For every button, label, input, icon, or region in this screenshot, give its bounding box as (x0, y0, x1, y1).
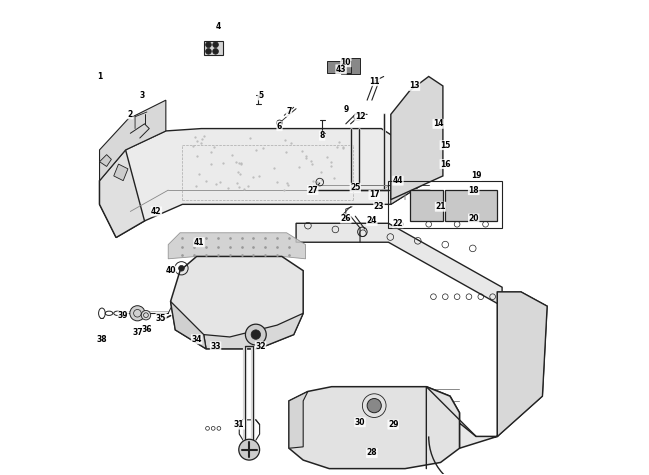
Polygon shape (204, 41, 223, 55)
Circle shape (245, 324, 266, 345)
Text: 42: 42 (151, 207, 162, 216)
Polygon shape (445, 190, 497, 221)
Text: 15: 15 (440, 141, 450, 150)
Text: 18: 18 (469, 186, 479, 195)
Polygon shape (171, 256, 303, 349)
Polygon shape (99, 129, 429, 238)
Text: 8: 8 (319, 131, 324, 140)
Text: 9: 9 (343, 105, 349, 114)
Polygon shape (99, 100, 166, 180)
Polygon shape (289, 387, 459, 469)
Polygon shape (391, 159, 429, 204)
Circle shape (141, 311, 151, 320)
Text: 22: 22 (393, 219, 403, 228)
Text: 44: 44 (393, 176, 403, 185)
Text: 17: 17 (369, 190, 380, 200)
Text: 10: 10 (341, 58, 351, 67)
Text: 1: 1 (97, 72, 102, 81)
Circle shape (213, 42, 219, 48)
Text: 40: 40 (165, 266, 176, 275)
Text: 13: 13 (410, 81, 420, 90)
FancyBboxPatch shape (327, 61, 352, 73)
Text: 41: 41 (194, 238, 204, 247)
Circle shape (206, 48, 212, 54)
Text: 32: 32 (255, 342, 266, 351)
Text: 5: 5 (258, 91, 263, 100)
Text: 21: 21 (435, 202, 446, 211)
Polygon shape (114, 164, 128, 180)
Circle shape (130, 306, 145, 321)
Polygon shape (171, 302, 206, 349)
Text: 3: 3 (140, 91, 145, 100)
Polygon shape (99, 150, 145, 238)
Circle shape (239, 439, 260, 460)
Polygon shape (296, 223, 502, 306)
Circle shape (251, 330, 260, 339)
Text: 24: 24 (367, 217, 377, 226)
Polygon shape (391, 76, 443, 200)
Text: 11: 11 (369, 76, 380, 86)
Text: 38: 38 (97, 335, 107, 344)
Text: 12: 12 (355, 112, 365, 121)
Circle shape (367, 399, 382, 413)
Text: 36: 36 (141, 325, 152, 334)
Text: 19: 19 (471, 171, 482, 180)
Text: 25: 25 (350, 183, 360, 192)
Circle shape (213, 48, 219, 54)
Text: 20: 20 (469, 214, 479, 223)
Text: 34: 34 (191, 335, 202, 344)
Text: 14: 14 (433, 119, 443, 128)
Text: 6: 6 (277, 122, 282, 131)
Text: 16: 16 (440, 160, 450, 169)
Text: 2: 2 (128, 110, 133, 119)
Polygon shape (410, 190, 443, 221)
Text: 35: 35 (156, 314, 166, 323)
Polygon shape (168, 233, 306, 259)
Polygon shape (341, 57, 360, 74)
Polygon shape (204, 314, 303, 349)
Text: 37: 37 (132, 328, 143, 337)
Text: 43: 43 (336, 65, 347, 74)
Polygon shape (426, 292, 547, 448)
Text: 30: 30 (355, 418, 365, 427)
Circle shape (178, 266, 184, 271)
Text: 28: 28 (367, 448, 377, 457)
Text: 27: 27 (308, 186, 318, 195)
Text: 29: 29 (388, 420, 398, 429)
Text: 31: 31 (234, 420, 245, 429)
Text: 26: 26 (341, 214, 351, 223)
Polygon shape (99, 155, 112, 166)
Text: 4: 4 (215, 22, 221, 31)
Text: 39: 39 (118, 311, 129, 320)
Circle shape (206, 42, 212, 48)
Polygon shape (289, 391, 308, 448)
Polygon shape (497, 292, 547, 437)
Text: 7: 7 (286, 107, 291, 116)
Text: 33: 33 (210, 342, 221, 351)
Text: 23: 23 (374, 202, 384, 211)
